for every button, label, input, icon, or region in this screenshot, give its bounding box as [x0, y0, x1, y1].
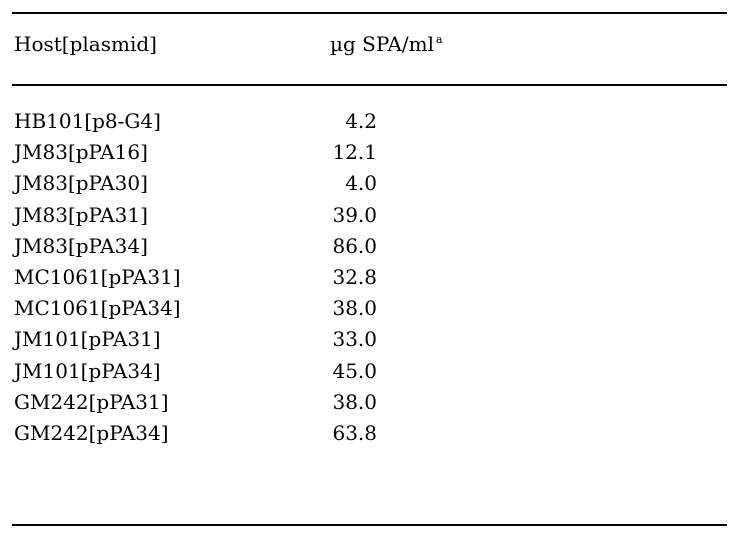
header-rule	[12, 84, 727, 86]
value-cell: 63.8	[332, 420, 377, 445]
host-cell: MC1061[pPA34]	[14, 296, 181, 321]
host-cell: HB101[p8-G4]	[14, 109, 161, 133]
table-row: JM83[pPA34] 86.0	[0, 233, 737, 264]
value-cell: 12.1	[332, 140, 377, 165]
host-cell: JM83[pPA31]	[14, 202, 148, 227]
table-top-rule	[12, 12, 727, 14]
host-cell: MC1061[pPA31]	[14, 264, 181, 289]
table-row: HB101[p8-G4] 4.2	[0, 108, 737, 139]
table-row: JM83[pPA30] 4.0	[0, 170, 737, 201]
host-cell: JM83[pPA16]	[14, 140, 148, 165]
column-header-value: µg SPA/ml a	[330, 32, 443, 60]
table-row: MC1061[pPA31] 32.8	[0, 264, 737, 295]
value-cell: 38.0	[332, 389, 377, 414]
table-row: JM83[pPA16] 12.1	[0, 139, 737, 170]
host-cell: GM242[pPA31]	[14, 389, 169, 414]
table-row: GM242[pPA31] 38.0	[0, 389, 737, 420]
table-row: JM101[pPA34] 45.0	[0, 358, 737, 389]
footnote-marker: a	[436, 33, 443, 46]
value-cell: 4.2	[345, 109, 377, 133]
host-cell: JM101[pPA34]	[14, 358, 161, 383]
host-cell: GM242[pPA34]	[14, 420, 169, 445]
host-cell: JM101[pPA31]	[14, 327, 161, 352]
table-row: JM101[pPA31] 33.0	[0, 326, 737, 357]
table-row: MC1061[pPA34] 38.0	[0, 295, 737, 326]
value-cell: 4.0	[345, 171, 377, 196]
table-body: HB101[p8-G4] 4.2 JM83[pPA16] 12.1 JM83[p…	[0, 108, 737, 451]
column-header-value-label: µg SPA/ml	[330, 32, 435, 56]
column-header-host: Host[plasmid]	[14, 32, 157, 56]
table-row: GM242[pPA34] 63.8	[0, 420, 737, 451]
value-cell: 45.0	[332, 358, 377, 383]
value-cell: 38.0	[332, 296, 377, 321]
value-cell: 32.8	[332, 264, 377, 289]
value-cell: 33.0	[332, 327, 377, 352]
value-cell: 39.0	[332, 202, 377, 227]
host-cell: JM83[pPA30]	[14, 171, 148, 196]
table-row: JM83[pPA31] 39.0	[0, 202, 737, 233]
host-cell: JM83[pPA34]	[14, 233, 148, 258]
value-cell: 86.0	[332, 233, 377, 258]
table-bottom-rule	[12, 524, 727, 526]
